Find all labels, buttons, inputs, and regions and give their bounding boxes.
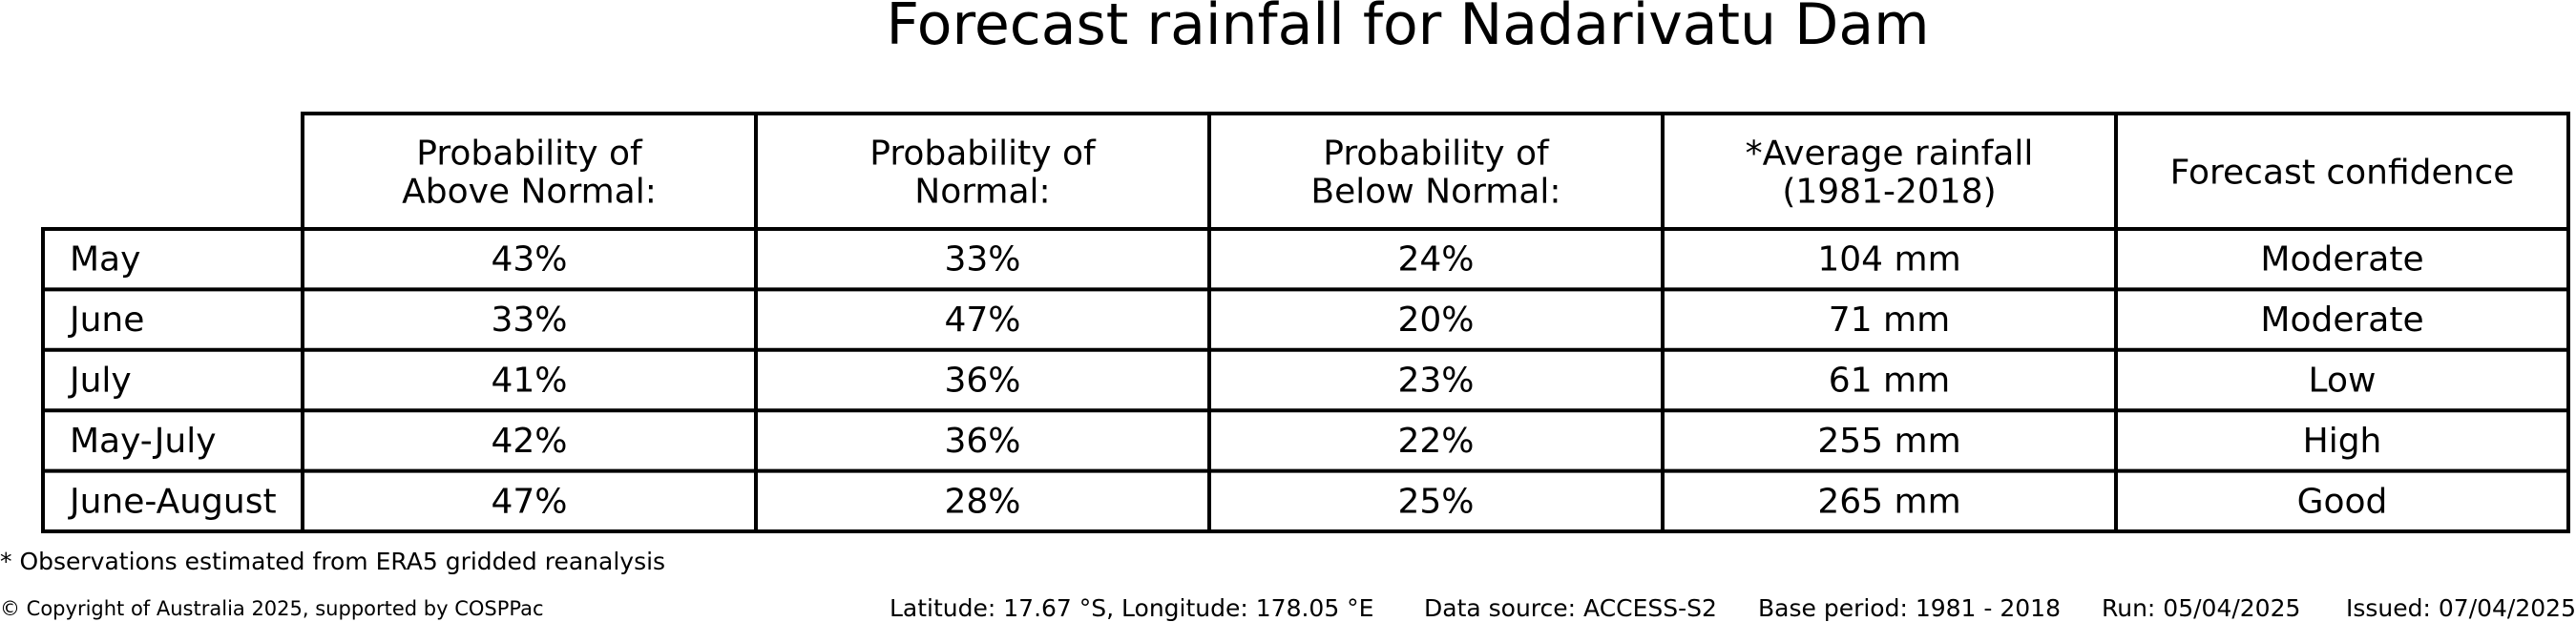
table-cell: 20% bbox=[1397, 301, 1474, 340]
table-cell: Good bbox=[2297, 482, 2388, 521]
column-header: Probability of Above Normal: bbox=[402, 135, 657, 212]
table-cell: 47% bbox=[491, 482, 567, 521]
data-source-info: Data source: ACCESS-S2 bbox=[1424, 594, 1717, 622]
table-cell: 36% bbox=[944, 362, 1020, 401]
table-cell: 24% bbox=[1397, 240, 1474, 280]
row-label: June bbox=[68, 301, 144, 340]
table-cell: 71 mm bbox=[1829, 301, 1950, 340]
table-cell: Low bbox=[2309, 362, 2377, 401]
table-cell: 104 mm bbox=[1817, 240, 1960, 280]
column-header: Probability of Below Normal: bbox=[1310, 135, 1560, 212]
table-cell: 255 mm bbox=[1817, 422, 1960, 461]
table-cell: 36% bbox=[944, 422, 1020, 461]
run-date-info: Run: 05/04/2025 bbox=[2102, 594, 2301, 622]
table-cell: 61 mm bbox=[1829, 362, 1950, 401]
chart-title: Forecast rainfall for Nadarivatu Dam bbox=[886, 0, 1930, 58]
forecast-table: Probability of Above Normal: Probability o… bbox=[41, 112, 2570, 533]
column-header: Forecast confidence bbox=[2170, 154, 2515, 193]
table-cell: High bbox=[2303, 422, 2382, 461]
table-cell: Moderate bbox=[2260, 240, 2423, 280]
table-cell: Moderate bbox=[2260, 301, 2423, 340]
table-cell: 28% bbox=[944, 482, 1020, 521]
table-cell: 25% bbox=[1397, 482, 1474, 521]
copyright-notice: © Copyright of Australia 2025, supported… bbox=[0, 597, 544, 620]
table-cell: 43% bbox=[491, 240, 567, 280]
table-cell: 33% bbox=[944, 240, 1020, 280]
table-cell: 22% bbox=[1397, 422, 1474, 461]
table-cell: 23% bbox=[1397, 362, 1474, 401]
row-label: May bbox=[70, 240, 140, 280]
location-info: Latitude: 17.67 °S, Longitude: 178.05 °E bbox=[890, 594, 1374, 622]
row-label: July bbox=[68, 362, 132, 401]
footnote: * Observations estimated from ERA5 gridd… bbox=[0, 548, 666, 575]
row-label: June-August bbox=[68, 482, 277, 521]
table-cell: 33% bbox=[491, 301, 567, 340]
base-period-info: Base period: 1981 - 2018 bbox=[1758, 594, 2061, 622]
table-cell: 47% bbox=[944, 301, 1020, 340]
issued-date-info: Issued: 07/04/2025 bbox=[2346, 594, 2576, 622]
table-cell: 42% bbox=[491, 422, 567, 461]
column-header: *Average rainfall (1981-2018) bbox=[1746, 135, 2034, 212]
column-header: Probability of Normal: bbox=[869, 135, 1097, 212]
row-label: May-July bbox=[70, 422, 217, 461]
table-cell: 41% bbox=[491, 362, 567, 401]
table-cell: 265 mm bbox=[1817, 482, 1960, 521]
